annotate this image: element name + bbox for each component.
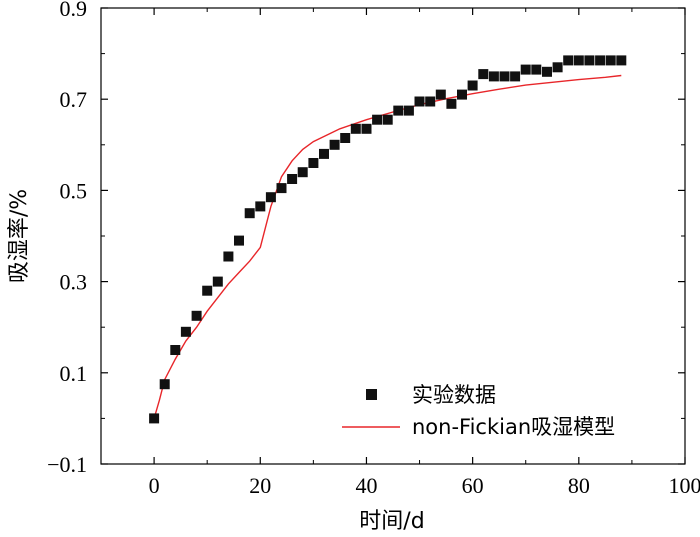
- data-point: [319, 148, 329, 159]
- experimental-data-series: [149, 55, 627, 424]
- y-tick-label: 0.7: [60, 87, 88, 112]
- data-point: [595, 55, 606, 66]
- y-tick-label: 0.9: [60, 0, 88, 21]
- legend-marker-swatch: [366, 389, 377, 400]
- data-point: [605, 55, 616, 66]
- data-point: [457, 89, 467, 100]
- data-point: [287, 174, 298, 184]
- y-tick-label: 0.3: [60, 270, 88, 295]
- x-tick-label: 20: [249, 473, 271, 498]
- y-tick-label: −0.1: [47, 452, 87, 477]
- legend-label-experimental: 实验数据: [412, 383, 496, 407]
- data-point: [350, 123, 361, 134]
- x-tick-label: 100: [669, 473, 700, 498]
- data-point: [403, 105, 414, 116]
- x-axis: 0 20 40 60 80 100: [149, 8, 700, 498]
- x-tick-label: 80: [568, 473, 590, 498]
- data-point: [425, 96, 436, 107]
- y-axis: −0.1 0.1 0.3 0.5 0.7 0.9: [47, 0, 685, 477]
- legend: 实验数据 non-Fickian吸湿模型: [342, 383, 615, 439]
- data-point: [478, 69, 489, 80]
- data-point: [616, 55, 627, 66]
- data-point: [149, 413, 160, 424]
- data-point: [265, 192, 276, 203]
- data-point: [372, 114, 383, 125]
- x-tick-label: 40: [355, 473, 377, 498]
- data-point: [488, 71, 499, 82]
- data-point: [382, 114, 393, 125]
- y-axis-title: 吸湿率/%: [7, 189, 32, 283]
- data-point: [573, 55, 584, 66]
- data-point: [308, 158, 319, 168]
- x-tick-label: 60: [462, 473, 484, 498]
- data-point: [329, 139, 340, 150]
- data-point: [510, 71, 521, 82]
- data-point: [159, 379, 170, 390]
- plot-area-frame: [100, 7, 686, 465]
- y-tick-label: 0.5: [60, 178, 88, 203]
- data-point: [340, 133, 351, 143]
- data-point: [552, 62, 563, 73]
- data-point: [191, 310, 202, 321]
- data-point: [542, 66, 552, 77]
- data-point: [223, 251, 234, 262]
- x-axis-title: 时间/d: [359, 509, 424, 534]
- data-point: [499, 71, 510, 82]
- data-point: [414, 96, 425, 107]
- data-point: [361, 123, 372, 134]
- x-tick-label: 0: [149, 473, 160, 498]
- data-point: [393, 105, 404, 116]
- data-point: [255, 201, 266, 212]
- legend-label-model: non-Fickian吸湿模型: [412, 415, 615, 439]
- data-point: [563, 55, 574, 66]
- data-point: [446, 98, 457, 109]
- data-point: [212, 276, 223, 287]
- data-point: [276, 183, 287, 194]
- data-point: [584, 55, 595, 66]
- data-point: [297, 167, 308, 178]
- data-point: [202, 285, 213, 296]
- data-point: [467, 80, 478, 91]
- data-point: [531, 64, 542, 75]
- data-point: [170, 345, 181, 355]
- data-point: [244, 208, 255, 219]
- data-point: [520, 64, 531, 75]
- data-point: [435, 89, 446, 100]
- model-line: [153, 74, 622, 419]
- model-line-series: [153, 74, 622, 419]
- data-point: [180, 326, 191, 337]
- data-point: [234, 235, 244, 246]
- y-tick-label: 0.1: [60, 361, 88, 386]
